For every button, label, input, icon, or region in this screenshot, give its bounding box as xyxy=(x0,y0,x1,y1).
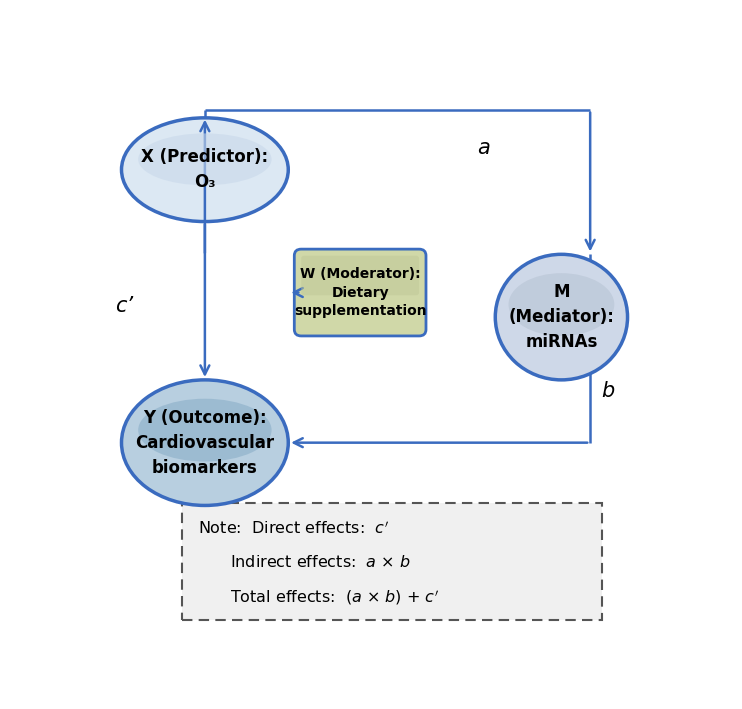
Ellipse shape xyxy=(496,255,628,380)
Ellipse shape xyxy=(138,398,272,462)
Text: b: b xyxy=(601,381,614,401)
Text: c’: c’ xyxy=(115,296,134,316)
Text: Y (Outcome):
Cardiovascular
biomarkers: Y (Outcome): Cardiovascular biomarkers xyxy=(135,408,275,476)
Ellipse shape xyxy=(508,273,614,336)
FancyBboxPatch shape xyxy=(295,249,426,336)
Text: Note:  Direct effects:  $c'$: Note: Direct effects: $c'$ xyxy=(198,520,389,537)
Text: Total effects:  $(a$ × $b)$ + $c'$: Total effects: $(a$ × $b)$ + $c'$ xyxy=(229,588,439,607)
Ellipse shape xyxy=(122,380,288,506)
Ellipse shape xyxy=(122,118,288,221)
Text: W (Moderator):
Dietary
supplementation: W (Moderator): Dietary supplementation xyxy=(294,267,427,318)
FancyBboxPatch shape xyxy=(182,503,602,620)
Text: Indirect effects:  $a$ × $b$: Indirect effects: $a$ × $b$ xyxy=(229,554,410,570)
Text: M
(Mediator):
miRNAs: M (Mediator): miRNAs xyxy=(508,283,614,351)
Text: X (Predictor):
O₃: X (Predictor): O₃ xyxy=(141,148,269,191)
Text: a: a xyxy=(477,138,490,158)
FancyBboxPatch shape xyxy=(301,256,419,295)
Ellipse shape xyxy=(138,133,272,185)
